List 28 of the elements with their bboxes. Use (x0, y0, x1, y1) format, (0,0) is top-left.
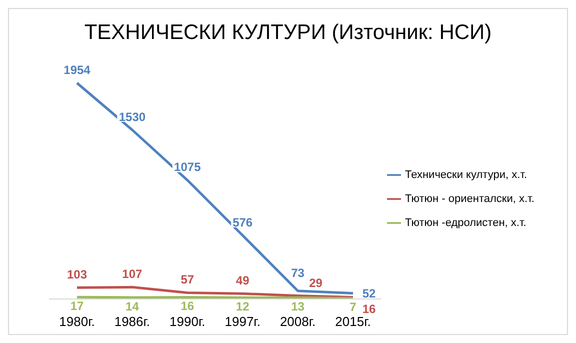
data-label: 14 (126, 299, 140, 314)
data-label: 12 (236, 300, 250, 314)
x-tick-label: 1986г. (114, 314, 150, 330)
data-label: 1530 (118, 110, 146, 124)
data-label: 1075 (174, 160, 202, 174)
data-label: 17 (70, 299, 84, 314)
data-label: 16 (362, 302, 376, 316)
data-label: 576 (232, 215, 253, 230)
legend-label: Тютюн -едролистен, х.т. (405, 217, 526, 229)
data-label: 16 (180, 299, 194, 314)
data-label: 57 (180, 272, 194, 287)
data-label: 13 (291, 300, 305, 314)
chart-title: ТЕХНИЧЕСКИ КУЛТУРИ (Източник: НСИ) (83, 20, 493, 46)
x-tick-label: 2008г. (280, 314, 316, 330)
data-label: 7 (350, 300, 357, 314)
data-label: 52 (362, 286, 376, 300)
x-tick-label: 1997г. (224, 314, 260, 330)
data-label: 103 (66, 268, 88, 282)
data-label: 73 (291, 266, 305, 280)
data-label: 1954 (64, 63, 91, 77)
x-tick-label: 1990г. (170, 314, 206, 330)
data-label: 29 (309, 276, 323, 290)
x-tick-label: 2015г. (335, 314, 371, 330)
data-label: 49 (236, 274, 250, 288)
legend-label: Тютюн - ориенталски, х.т. (405, 193, 534, 205)
x-tick-label: 1980г. (59, 314, 95, 330)
legend-label: Технически култури, х.т. (405, 169, 528, 181)
data-label: 107 (122, 267, 143, 282)
